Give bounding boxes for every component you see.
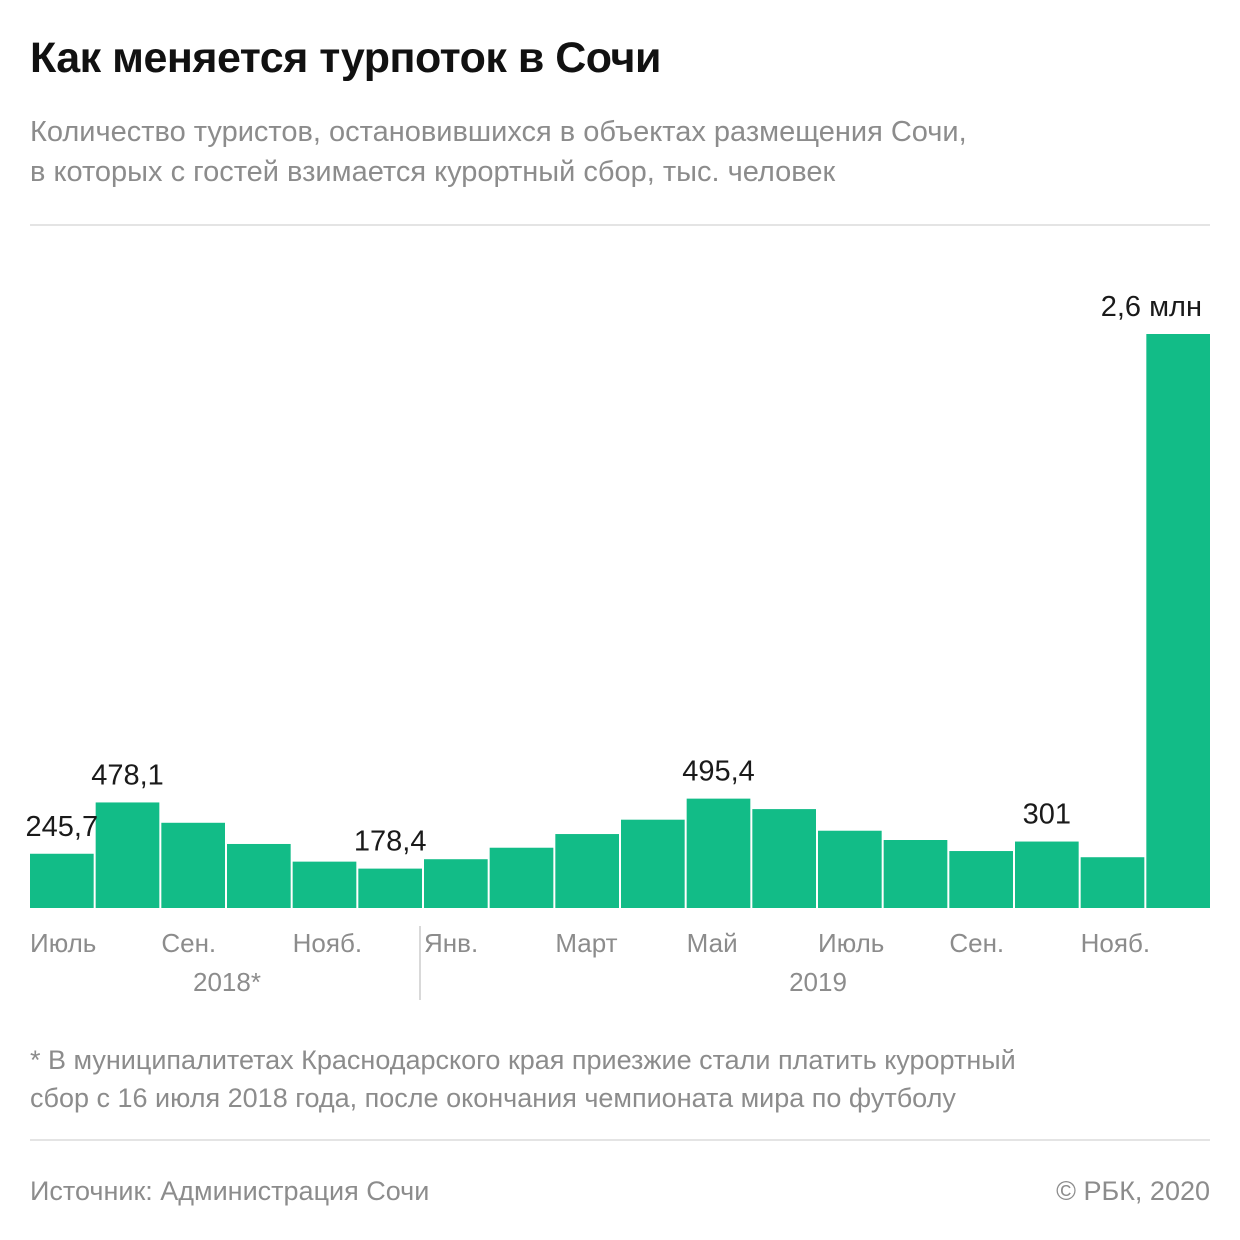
- data-label: 301: [1023, 799, 1071, 831]
- x-tick-label: Нояб.: [1081, 928, 1150, 958]
- x-tick-label: Март: [555, 928, 617, 958]
- bar: [489, 847, 554, 908]
- x-tick-label: Нояб.: [293, 928, 362, 958]
- x-tick-label: Июль: [30, 928, 96, 958]
- bar: [752, 809, 816, 908]
- data-label: 495,4: [682, 756, 755, 788]
- bar: [358, 868, 422, 908]
- footnote: * В муниципалитетах Краснодарского края …: [30, 1041, 1210, 1117]
- bar: [818, 830, 882, 908]
- data-label: 245,7: [26, 811, 99, 843]
- year-label: 2018*: [193, 967, 261, 997]
- bar: [30, 853, 94, 908]
- bar: [227, 843, 291, 908]
- bottom-divider: [30, 1139, 1210, 1141]
- footnote-line: сбор с 16 июля 2018 года, после окончани…: [30, 1083, 956, 1113]
- subtitle-line: в которых с гостей взимается курортный с…: [30, 156, 836, 188]
- chart-subtitle: Количество туристов, остановившихся в об…: [30, 112, 1210, 192]
- bar: [161, 822, 225, 908]
- source-note: Источник: Администрация Сочи: [30, 1176, 430, 1206]
- bar: [555, 834, 619, 908]
- subtitle-line: Количество туристов, остановившихся в об…: [30, 116, 967, 148]
- bar-chart: 245,7 478,1 178,4 495,4 301 2,6 млн Июль Сен. Но…: [26, 291, 1210, 1000]
- x-tick-label: Сен.: [949, 928, 1004, 958]
- x-tick-label: Май: [687, 928, 738, 958]
- copyright: © РБК, 2020: [1056, 1176, 1210, 1206]
- x-tick-label: Июль: [818, 928, 884, 958]
- data-label: 478,1: [91, 759, 164, 791]
- data-label: 178,4: [354, 826, 427, 858]
- bar: [686, 798, 751, 908]
- bar: [949, 851, 1013, 908]
- data-label: 2,6 млн: [1101, 291, 1202, 323]
- top-divider: [30, 224, 1210, 226]
- bar: [424, 859, 488, 908]
- bar: [1080, 857, 1145, 908]
- x-tick-label: Янв.: [424, 928, 478, 958]
- x-tick-label: Сен.: [161, 928, 216, 958]
- bar: [883, 840, 948, 908]
- bar: [621, 819, 685, 908]
- bar: [292, 861, 357, 908]
- bar: [95, 802, 160, 908]
- year-label: 2019: [789, 967, 847, 997]
- bar: [1015, 841, 1079, 908]
- bar: [1146, 334, 1210, 908]
- chart-title: Как меняется турпоток в Сочи: [30, 34, 661, 82]
- footnote-line: * В муниципалитетах Краснодарского края …: [30, 1045, 1016, 1075]
